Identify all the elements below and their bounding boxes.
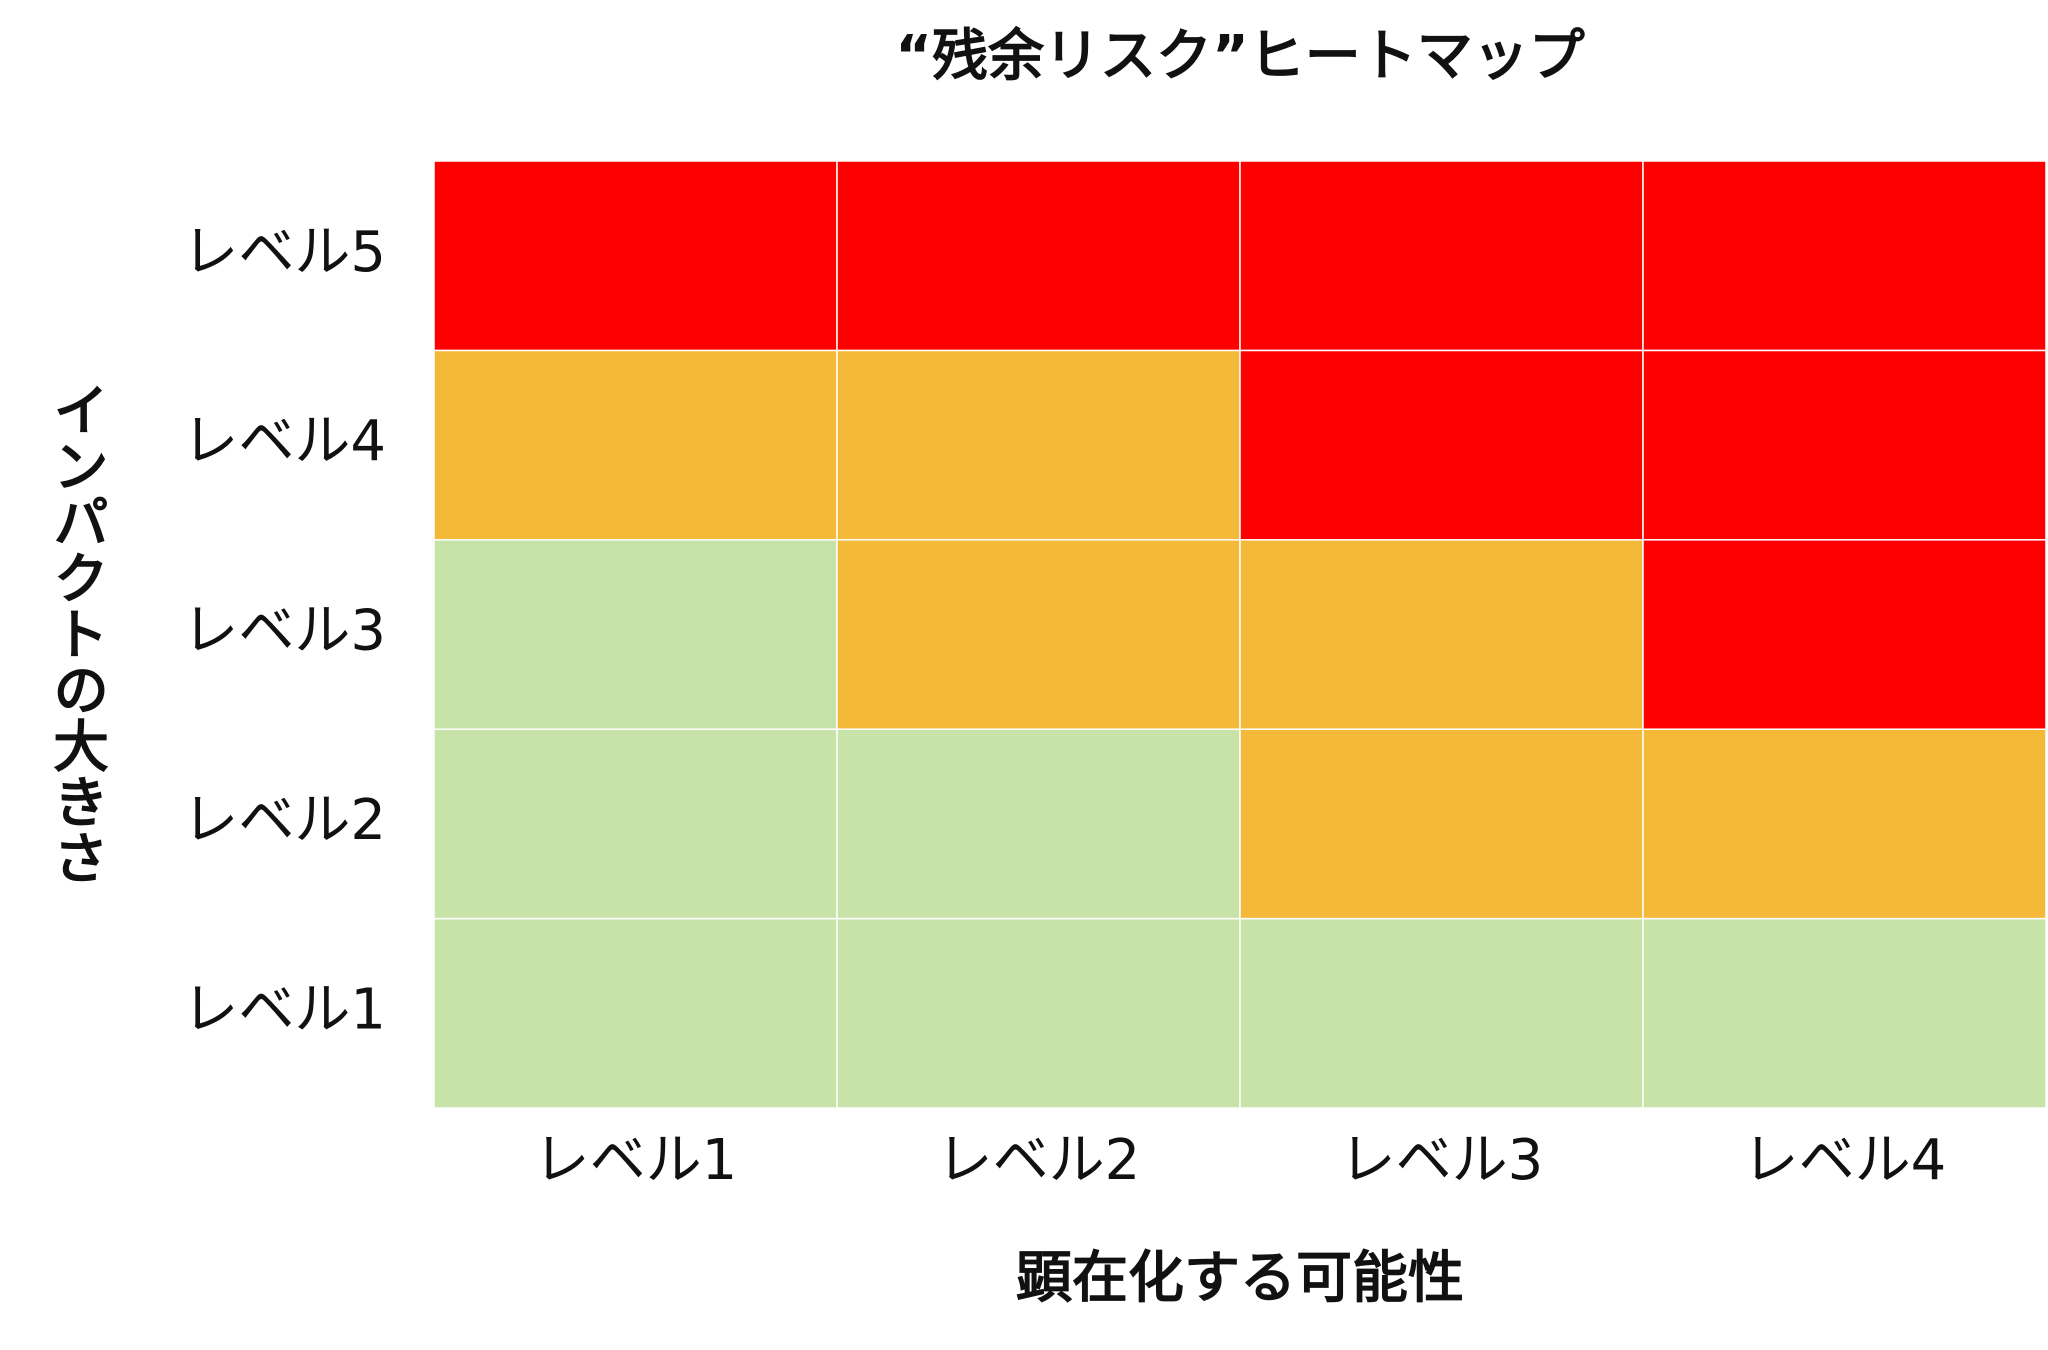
- heatmap-cell: [1239, 728, 1644, 920]
- heatmap-cell: [1239, 917, 1644, 1109]
- heatmap-cell: [433, 728, 838, 920]
- heatmap-cell: [1239, 349, 1644, 541]
- heatmap-cell: [836, 539, 1241, 730]
- heatmap-cell: [1642, 917, 2047, 1109]
- heatmap-cell: [1642, 349, 2047, 541]
- heatmap-cell: [433, 917, 838, 1109]
- y-tick-label: レベル5: [182, 220, 386, 285]
- y-tick-label: レベル3: [182, 599, 386, 664]
- heatmap-cell: [1642, 728, 2047, 920]
- heatmap-cell: [433, 349, 838, 541]
- heatmap-cell: [1239, 160, 1644, 352]
- heatmap-cell: [1642, 160, 2047, 352]
- y-tick-label: レベル4: [182, 409, 386, 474]
- heatmap-cell: [433, 160, 838, 352]
- y-tick-label: レベル1: [182, 977, 386, 1042]
- heatmap-cell: [836, 349, 1241, 541]
- x-tick-label: レベル3: [1340, 1128, 1544, 1193]
- heatmap-cell: [836, 917, 1241, 1109]
- x-tick-label: レベル4: [1743, 1128, 1947, 1193]
- x-tick-label: レベル2: [937, 1128, 1141, 1193]
- heatmap-cell: [1642, 539, 2047, 730]
- y-tick-label: レベル2: [182, 788, 386, 853]
- y-axis-title: インパクトの大きさ: [44, 381, 109, 885]
- heatmap-cell: [1239, 539, 1644, 730]
- chart-title: “残余リスク”ヒートマップ: [895, 24, 1585, 89]
- x-tick-label: レベル1: [534, 1128, 738, 1193]
- x-axis-title: 顕在化する可能性: [1016, 1246, 1464, 1311]
- heatmap-cell: [836, 728, 1241, 920]
- heatmap-cell: [836, 160, 1241, 352]
- heatmap-cell: [433, 539, 838, 730]
